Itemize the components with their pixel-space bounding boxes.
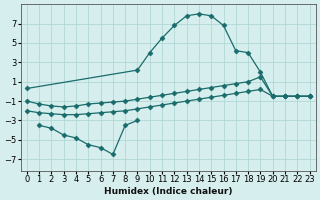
X-axis label: Humidex (Indice chaleur): Humidex (Indice chaleur) bbox=[104, 187, 232, 196]
